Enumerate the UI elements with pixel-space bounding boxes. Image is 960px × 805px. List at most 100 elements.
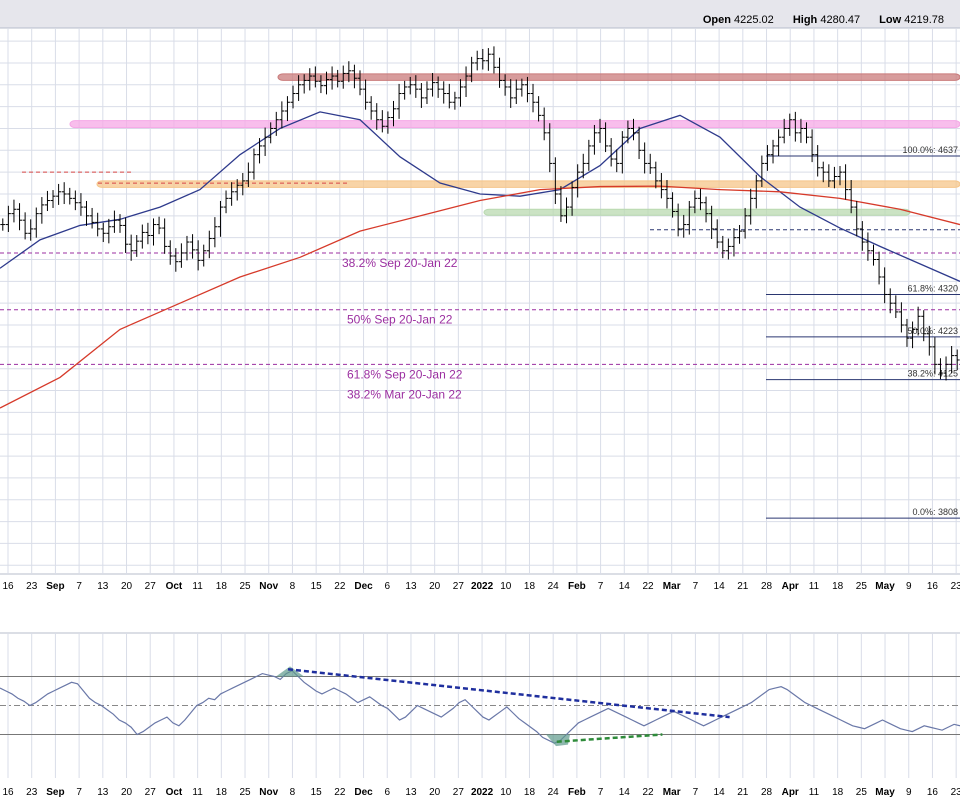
fib-level-label: 50% Sep 20-Jan 22 (347, 313, 453, 327)
x-axis-tick-label: 18 (216, 581, 228, 592)
x-axis-tick-label: 25 (239, 581, 251, 592)
rsi-x-axis-tick-label: 9 (906, 787, 912, 798)
x-axis-tick-label: 6 (384, 581, 390, 592)
right-fib-label: 0.0%: 3808 (912, 507, 958, 517)
right-fib-label: 61.8%: 4320 (907, 283, 958, 293)
fib-level-label: 61.8% Sep 20-Jan 22 (347, 367, 463, 381)
rsi-x-axis-tick-label: 7 (598, 787, 604, 798)
rsi-trendline-blue (287, 668, 730, 719)
rsi-x-axis-tick-label: 16 (927, 787, 939, 798)
rsi-x-axis-tick-label: 14 (619, 787, 631, 798)
rsi-x-axis-tick-label: 6 (384, 787, 390, 798)
x-axis-tick-label: 16 (927, 581, 939, 592)
x-axis-tick-label: 18 (524, 581, 536, 592)
rsi-line (0, 669, 960, 744)
x-axis-tick-label: 22 (334, 581, 346, 592)
ma-long-line (0, 185, 960, 409)
rsi-x-axis-tick-label: Oct (166, 787, 183, 798)
green-band (483, 208, 911, 216)
high-label: High (792, 14, 818, 26)
rsi-x-axis-tick-label: Dec (354, 787, 373, 798)
x-axis-tick-label: 13 (405, 581, 417, 592)
rsi-x-axis-tick-label: 22 (334, 787, 346, 798)
open-value: 4225.02 (734, 14, 774, 26)
right-fib-label: 38.2%: 4125 (907, 369, 958, 379)
rsi-overbought-fill (276, 666, 304, 677)
open-label: Open (702, 14, 731, 26)
rsi-oversold-fill (546, 734, 570, 747)
x-axis-tick-label: 28 (761, 581, 773, 592)
x-axis-tick-label: May (875, 581, 895, 592)
x-axis-tick-label: 23 (951, 581, 960, 592)
x-axis-tick-label: 7 (693, 581, 699, 592)
rsi-x-axis-tick-label: 22 (642, 787, 654, 798)
rsi-x-axis-tick-label: 18 (524, 787, 536, 798)
fib-level-label: 38.2% Sep 20-Jan 22 (342, 256, 458, 270)
rsi-x-axis-tick-label: Mar (663, 787, 681, 798)
x-axis-tick-label: 9 (906, 581, 912, 592)
rsi-x-axis-tick-label: 23 (951, 787, 960, 798)
low-label: Low (879, 14, 902, 26)
x-axis-tick-label: 2022 (471, 581, 494, 592)
rsi-x-axis-tick-label: 28 (761, 787, 773, 798)
x-axis-tick-label: Apr (782, 581, 799, 592)
x-axis-tick-label: 22 (642, 581, 654, 592)
x-axis-tick-label: 14 (714, 581, 726, 592)
x-axis-tick-label: 16 (2, 581, 14, 592)
rsi-x-axis-tick-label: 23 (26, 787, 38, 798)
x-axis-tick-label: 24 (548, 581, 560, 592)
high-value: 4280.47 (820, 14, 861, 26)
x-axis-tick-label: 21 (737, 581, 749, 592)
x-axis-tick-label: 25 (856, 581, 868, 592)
x-axis-tick-label: Dec (354, 581, 373, 592)
rsi-x-axis-tick-label: 13 (97, 787, 109, 798)
x-axis-tick-label: Sep (46, 581, 64, 592)
x-axis-tick-label: 11 (192, 581, 203, 592)
rsi-x-axis-tick-label: Nov (259, 787, 278, 798)
rsi-x-axis-tick-label: 11 (809, 787, 820, 798)
x-axis-tick-label: Mar (663, 581, 681, 592)
rsi-x-axis-tick-label: 25 (239, 787, 251, 798)
rsi-x-axis-tick-label: 7 (76, 787, 82, 798)
ohlc-readout: Open 4225.02 High 4280.47 Low 4219.78 (703, 14, 960, 26)
x-axis-tick-label: 18 (832, 581, 844, 592)
rsi-trendline-green (556, 733, 663, 743)
x-axis-tick-label: 7 (76, 581, 82, 592)
orange-band (96, 180, 960, 188)
x-axis-tick-label: 20 (121, 581, 133, 592)
rsi-x-axis-tick-label: 11 (192, 787, 203, 798)
rsi-x-axis-tick-label: 20 (429, 787, 441, 798)
x-axis-tick-label: 27 (145, 581, 157, 592)
rsi-x-axis-tick-label: 20 (121, 787, 133, 798)
x-axis-tick-label: 20 (429, 581, 441, 592)
rsi-x-axis-tick-label: 27 (453, 787, 465, 798)
rsi-x-axis-tick-label: 13 (405, 787, 417, 798)
rsi-x-axis-tick-label: 16 (2, 787, 14, 798)
rsi-x-axis-tick-label: 10 (500, 787, 512, 798)
low-value: 4219.78 (904, 14, 944, 26)
ma-short-line (0, 111, 960, 282)
right-fib-label: 100.0%: 4637 (902, 145, 958, 155)
rsi-x-axis-tick-label: 18 (832, 787, 844, 798)
x-axis-tick-label: 23 (26, 581, 38, 592)
x-axis-tick-label: 11 (809, 581, 820, 592)
rsi-x-axis-tick-label: May (875, 787, 895, 798)
rsi-x-axis-tick-label: Apr (782, 787, 799, 798)
right-fib-label: 50.0%: 4223 (907, 326, 958, 336)
rsi-x-axis-tick-label: 14 (714, 787, 726, 798)
rsi-x-axis-tick-label: 15 (311, 787, 323, 798)
rsi-x-axis-tick-label: Feb (568, 787, 586, 798)
rsi-x-axis-tick-label: 7 (693, 787, 699, 798)
fib-level-label-2: 38.2% Mar 20-Jan 22 (347, 387, 462, 401)
rsi-x-axis-tick-label: 24 (548, 787, 560, 798)
x-axis-tick-label: 8 (290, 581, 296, 592)
x-axis-tick-label: Feb (568, 581, 586, 592)
x-axis-tick-label: 15 (311, 581, 323, 592)
rsi-x-axis-tick-label: 25 (856, 787, 868, 798)
pink-band (69, 120, 960, 129)
x-axis-tick-label: 27 (453, 581, 465, 592)
header-strip (0, 0, 960, 28)
x-axis-tick-label: 14 (619, 581, 631, 592)
